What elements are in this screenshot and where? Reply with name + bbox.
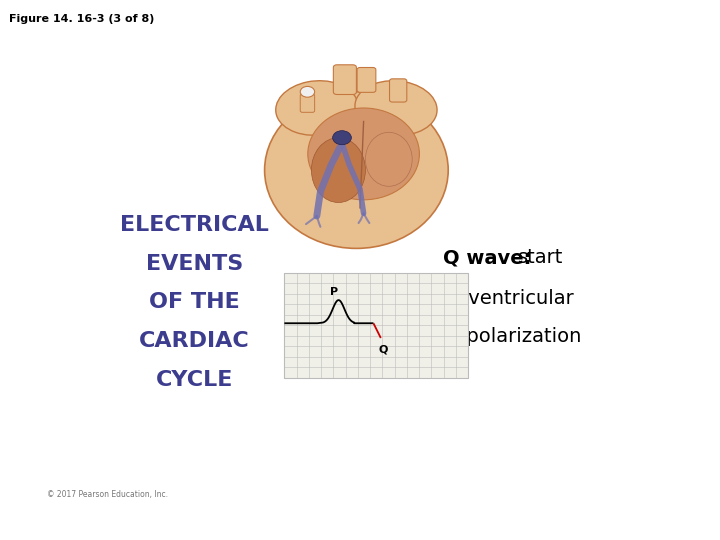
Text: Q: Q [378,345,387,354]
FancyBboxPatch shape [390,79,407,102]
Text: P: P [330,287,338,297]
FancyBboxPatch shape [300,94,315,112]
Ellipse shape [265,92,448,248]
Circle shape [300,86,315,97]
Text: start: start [518,248,564,267]
FancyBboxPatch shape [333,65,356,94]
Text: CARDIAC: CARDIAC [139,331,250,352]
Text: Q wave:: Q wave: [443,248,531,267]
Ellipse shape [366,132,412,186]
FancyBboxPatch shape [284,273,468,378]
Ellipse shape [311,138,365,202]
Text: OF THE: OF THE [149,292,240,313]
Text: of ventricular: of ventricular [443,289,574,308]
Text: depolarization: depolarization [443,327,582,346]
Text: Figure 14. 16-3 (3 of 8): Figure 14. 16-3 (3 of 8) [9,14,154,24]
Text: © 2017 Pearson Education, Inc.: © 2017 Pearson Education, Inc. [47,490,168,500]
Ellipse shape [307,108,419,200]
Text: ELECTRICAL: ELECTRICAL [120,214,269,235]
Circle shape [333,131,351,145]
Text: CYCLE: CYCLE [156,370,233,390]
Ellipse shape [276,80,358,136]
Ellipse shape [355,80,437,136]
Text: EVENTS: EVENTS [145,253,243,274]
FancyBboxPatch shape [357,68,376,92]
